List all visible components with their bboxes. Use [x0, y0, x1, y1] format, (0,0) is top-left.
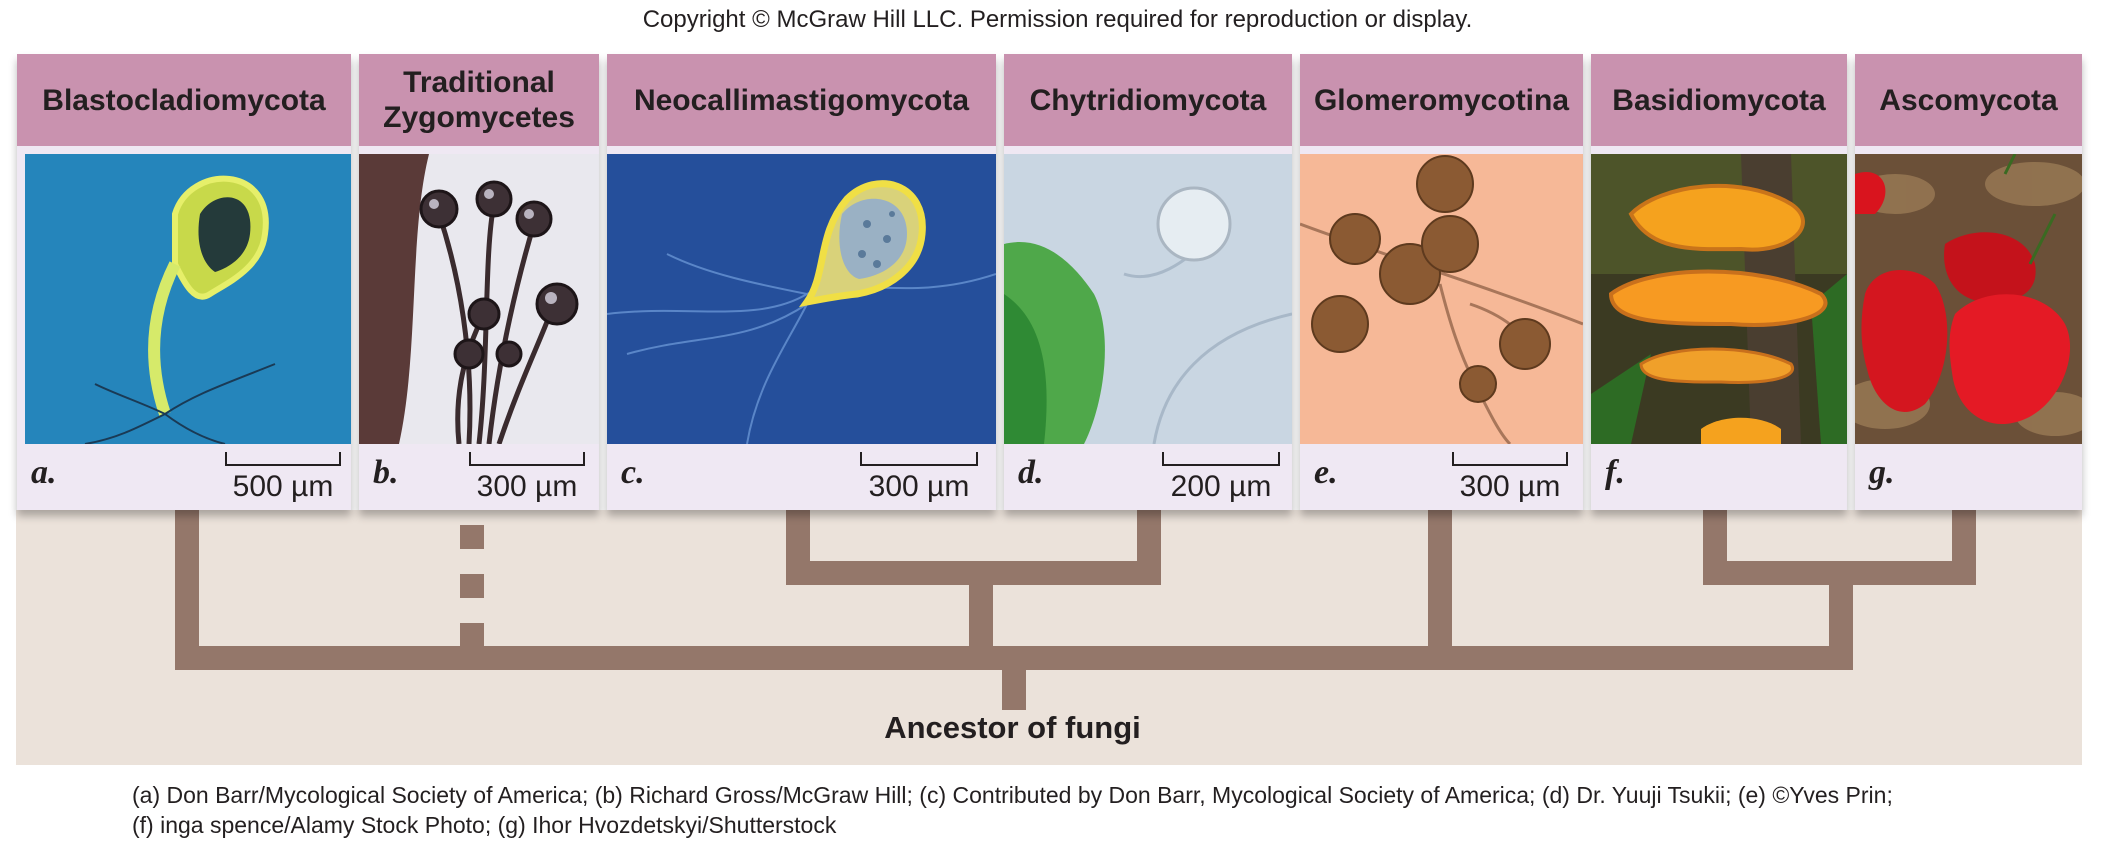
card-footer: c. 300 µm [607, 444, 996, 510]
scale-bar: 300 µm [1452, 452, 1568, 503]
panel-letter: f. [1605, 454, 1625, 491]
panel-letter: d. [1018, 454, 1044, 491]
group-name: Blastocladiomycota [17, 54, 351, 146]
card-footer: b. 300 µm [359, 444, 599, 510]
panel-letter: e. [1314, 454, 1338, 491]
scale-bar: 500 µm [225, 452, 341, 503]
group-name: Neocallimastigomycota [607, 54, 996, 146]
group-card-basidiomycota: Basidiomycota f. [1591, 54, 1847, 510]
clade-bar-dikarya [1703, 561, 1976, 585]
panel-letter: g. [1869, 454, 1895, 491]
card-footer: a. 500 µm [17, 444, 351, 510]
glomeromycotina-micrograph [1300, 154, 1583, 444]
phylogeny-panel [16, 510, 2082, 765]
zygomycete-micrograph [359, 154, 599, 444]
card-footer: e. 300 µm [1300, 444, 1583, 510]
card-footer: g. [1855, 444, 2082, 510]
root-stem [1002, 670, 1026, 710]
neocallimastigomycota-micrograph [607, 154, 996, 444]
group-name: Ascomycota [1855, 54, 2082, 146]
branch-blastocladiomycota [175, 510, 199, 660]
group-name: Chytridiomycota [1004, 54, 1292, 146]
group-name: Basidiomycota [1591, 54, 1847, 146]
group-name: Glomeromycotina [1300, 54, 1583, 146]
branch-glomeromycotina [1428, 510, 1452, 660]
scale-bar-label: 200 µm [1170, 470, 1272, 503]
photo-credits: (a) Don Barr/Mycological Society of Amer… [132, 780, 2082, 840]
credits-line-1: (a) Don Barr/Mycological Society of Amer… [132, 782, 1893, 808]
panel-letter: c. [621, 454, 645, 491]
branch-zygomycetes-dash [460, 525, 484, 549]
copyright-notice: Copyright © McGraw Hill LLC. Permission … [642, 6, 1473, 33]
chytridiomycota-micrograph [1004, 154, 1292, 444]
group-card-blastocladiomycota: Blastocladiomycota a. 500 µm [17, 54, 351, 510]
group-card-ascomycota: Ascomycota g. [1855, 54, 2082, 510]
credits-line-2: (f) inga spence/Alamy Stock Photo; (g) I… [132, 812, 837, 838]
panel-letter: b. [373, 454, 399, 491]
root-bar [175, 646, 1853, 670]
group-card-neocallimastigomycota: Neocallimastigomycota c. 300 µm [607, 54, 996, 510]
card-footer: d. 200 µm [1004, 444, 1292, 510]
group-card-traditional-zygomycetes: Traditional Zygomycetes [359, 54, 599, 510]
scale-bar-label: 300 µm [1459, 470, 1561, 503]
scale-bar: 300 µm [469, 452, 585, 503]
scale-bar-label: 500 µm [232, 470, 334, 503]
root-label: Ancestor of fungi [884, 710, 1141, 745]
scale-bar-label: 300 µm [868, 470, 970, 503]
group-name: Traditional Zygomycetes [359, 54, 599, 146]
clade-stem-neo-chytrid [969, 561, 993, 660]
basidiomycota-photo [1591, 154, 1847, 444]
group-card-chytridiomycota: Chytridiomycota d. 200 µm [1004, 54, 1292, 510]
branch-zygomycetes-dash [460, 574, 484, 598]
card-footer: f. [1591, 444, 1847, 510]
ascomycota-photo [1855, 154, 2082, 444]
blastocladiomycota-micrograph [25, 154, 351, 444]
scale-bar: 300 µm [860, 452, 978, 503]
scale-bar-label: 300 µm [476, 470, 578, 503]
group-card-glomeromycotina: Glomeromycotina e. 300 µm [1300, 54, 1583, 510]
panel-letter: a. [31, 454, 57, 491]
scale-bar: 200 µm [1162, 452, 1280, 503]
